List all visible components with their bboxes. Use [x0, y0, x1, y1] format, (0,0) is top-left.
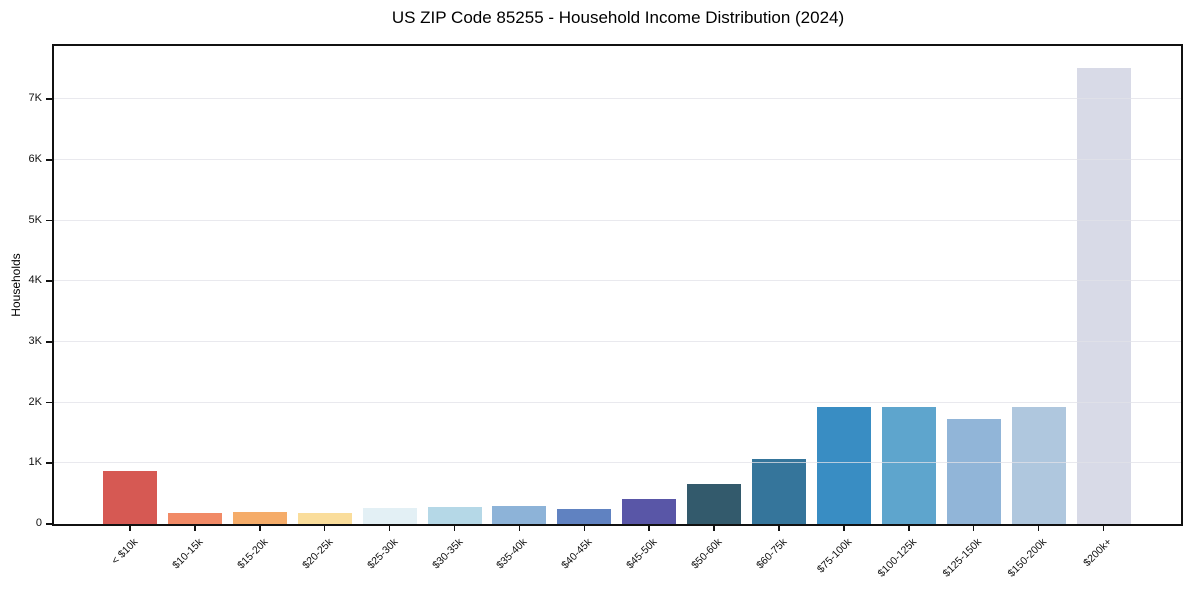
x-tick-label-60-75k: $60-75k [754, 536, 790, 572]
y-tick-label-6K: 6K [28, 153, 42, 166]
bar-10-15k [167, 513, 222, 524]
x-tick-label-25-30k: $25-30k [364, 536, 401, 572]
x-tick-label-40-45k: $40-45k [559, 536, 595, 572]
x-tick-label-35-40k: $35-40k [494, 536, 530, 572]
y-tick-3K [46, 341, 52, 343]
x-tick-10k [129, 526, 131, 531]
x-tick-40-45k [583, 526, 586, 531]
y-tick-6K [46, 159, 52, 161]
y-tick-label-7K: 7K [28, 92, 42, 105]
bar-200k [1076, 67, 1131, 524]
bar-50-60k [687, 483, 742, 524]
x-tick-60-75k [778, 526, 780, 531]
x-tick-label-150-200k: $150-200k [1005, 536, 1050, 580]
y-tick-label-3K: 3K [28, 335, 42, 348]
bar-100-125k [881, 406, 936, 524]
bar-15-20k [232, 511, 287, 524]
x-tick-35-40k [518, 526, 521, 531]
bar-35-40k [492, 505, 547, 524]
y-tick-label-1K: 1K [28, 456, 42, 469]
x-tick-label-75-100k: $75-100k [814, 536, 855, 576]
x-tick-label-10-15k: $10-15k [170, 536, 206, 572]
x-tick-75-100k [843, 526, 845, 531]
x-tick-45-50k [648, 526, 650, 531]
bar-40-45k [557, 508, 612, 524]
bar-25-30k [362, 507, 417, 524]
x-tick-100-125k [908, 526, 910, 531]
y-tick-label-2K: 2K [28, 395, 42, 408]
x-tick-150-200k [1037, 526, 1040, 531]
x-tick-label-30-35k: $30-35k [429, 536, 465, 572]
bar-75-100k [816, 406, 871, 524]
x-tick-label-200k: $200k+ [1080, 536, 1114, 570]
bar-125-150k [946, 419, 1001, 524]
gridline-2K [54, 401, 1181, 403]
gridline-5K [54, 219, 1181, 221]
y-tick-7K [46, 98, 52, 100]
x-tick-label-45-50k: $45-50k [624, 536, 660, 572]
bar-20-25k [297, 512, 352, 524]
gridline-4K [54, 280, 1181, 282]
y-tick-1K [46, 462, 52, 464]
x-tick-30-35k [453, 526, 456, 531]
y-tick-label-5K: 5K [28, 213, 42, 226]
x-tick-label-50-60k: $50-60k [689, 536, 725, 572]
y-tick-5K [46, 219, 52, 222]
bar-10k [103, 470, 157, 524]
y-tick-label-4K: 4K [28, 274, 42, 287]
gridline-7K [54, 98, 1181, 100]
bar-150-200k [1011, 406, 1066, 524]
gridline-3K [54, 341, 1181, 342]
x-tick-label-10k: < $10k [109, 536, 141, 567]
plot-area [52, 44, 1183, 526]
x-tick-10-15k [194, 526, 196, 531]
y-tick-0 [46, 523, 52, 525]
x-tick-15-20k [259, 526, 261, 531]
x-tick-label-15-20k: $15-20k [234, 536, 271, 572]
x-tick-label-100-125k: $100-125k [875, 536, 920, 580]
gridline-6K [54, 159, 1181, 160]
x-tick-25-30k [388, 526, 391, 531]
bar-60-75k [752, 458, 806, 524]
x-tick-125-150k [972, 526, 975, 531]
bar-45-50k [622, 498, 677, 524]
chart-title: US ZIP Code 85255 - Household Income Dis… [391, 8, 845, 27]
bar-30-35k [427, 506, 482, 524]
x-tick-label-125-150k: $125-150k [940, 536, 985, 580]
x-tick-50-60k [713, 526, 715, 531]
y-tick-label-0: 0 [35, 517, 42, 529]
y-tick-2K [46, 401, 52, 404]
y-tick-4K [46, 280, 52, 282]
x-tick-20-25k [323, 526, 326, 531]
x-tick-200k [1102, 526, 1105, 531]
x-tick-label-20-25k: $20-25k [299, 536, 336, 572]
